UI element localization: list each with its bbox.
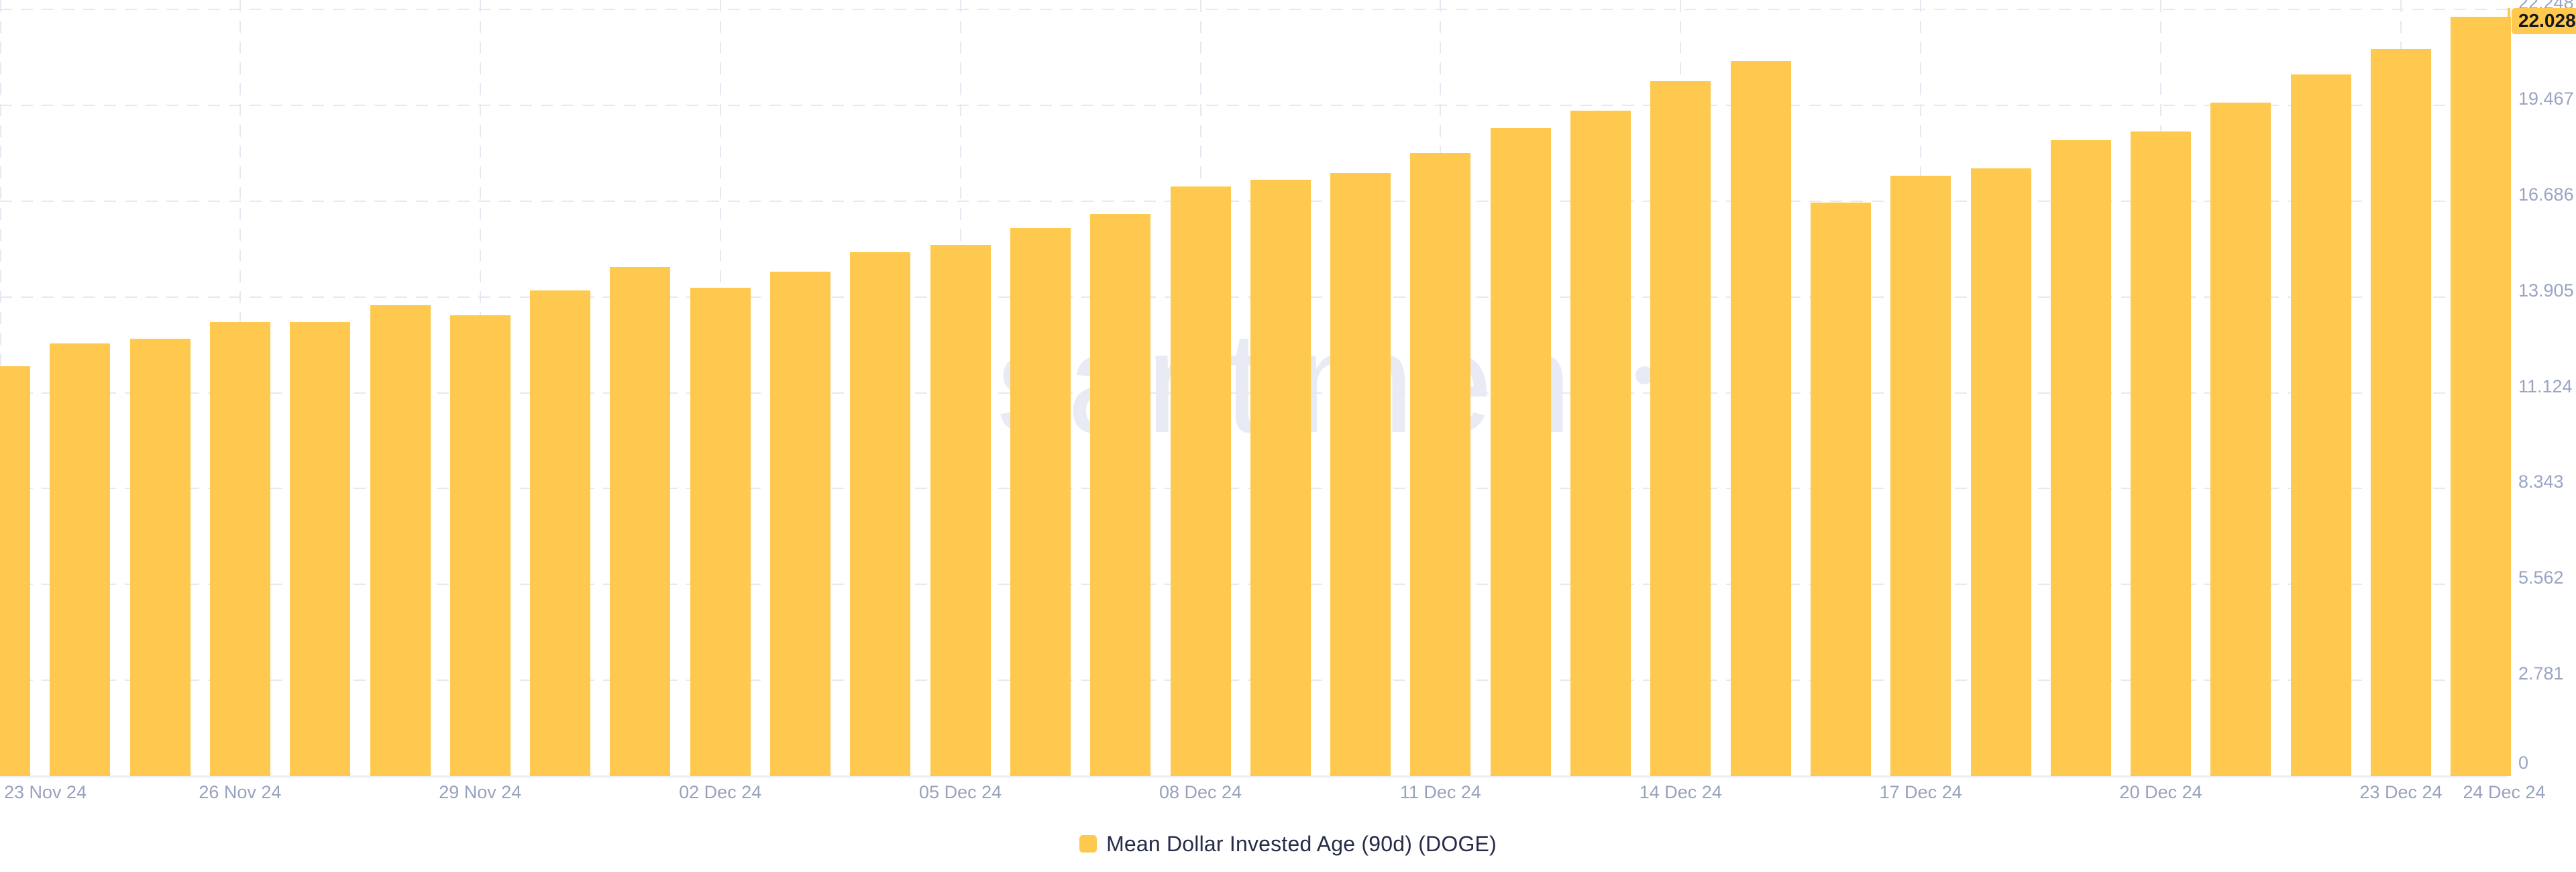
bar-2024-11-23[interactable] (0, 366, 30, 776)
bar-2024-12-14[interactable] (1650, 80, 1711, 776)
bar-2024-12-15[interactable] (1730, 61, 1791, 776)
x-tick-26-Nov-24: 26 Nov 24 (199, 782, 282, 802)
bar-2024-12-03[interactable] (770, 271, 830, 776)
h-gridline-22.248 (0, 9, 2508, 10)
right-axis-line (2508, 8, 2510, 776)
x-tick-08-Dec-24: 08 Dec 24 (1159, 782, 1242, 802)
y-tick-5.562: 5.562 (2518, 567, 2564, 588)
x-tick-17-Dec-24: 17 Dec 24 (1879, 782, 1962, 802)
y-tick-13.905: 13.905 (2518, 280, 2574, 301)
bar-2024-12-09[interactable] (1250, 180, 1311, 776)
bar-2024-12-20[interactable] (2131, 131, 2192, 776)
bar-2024-12-23[interactable] (2371, 49, 2431, 776)
bar-2024-12-17[interactable] (1890, 175, 1951, 776)
bar-2024-11-30[interactable] (530, 290, 591, 776)
bar-2024-12-18[interactable] (1970, 168, 2031, 776)
x-tick-11-Dec-24: 11 Dec 24 (1399, 782, 1481, 802)
bar-2024-11-28[interactable] (370, 305, 431, 776)
x-tick-23-Dec-24: 23 Dec 24 (2359, 782, 2443, 802)
legend-swatch (1079, 835, 1097, 853)
latest-value-badge: 22.028 (2512, 8, 2576, 34)
x-tick-20-Dec-24: 20 Dec 24 (2119, 782, 2202, 802)
bar-2024-12-11[interactable] (1410, 152, 1471, 776)
x-tick-14-Dec-24: 14 Dec 24 (1639, 782, 1722, 802)
y-tick-8.343: 8.343 (2518, 472, 2564, 492)
bar-2024-12-19[interactable] (2050, 140, 2111, 776)
bar-2024-12-08[interactable] (1170, 186, 1231, 776)
x-tick-29-Nov-24: 29 Nov 24 (439, 782, 522, 802)
bar-2024-12-04[interactable] (850, 252, 911, 776)
bar-2024-11-29[interactable] (449, 315, 511, 776)
bar-2024-11-27[interactable] (290, 322, 351, 776)
bar-2024-12-06[interactable] (1010, 227, 1071, 776)
bar-2024-12-02[interactable] (690, 288, 751, 776)
chart-legend[interactable]: Mean Dollar Invested Age (90d) (DOGE) (0, 829, 2576, 859)
bar-2024-11-25[interactable] (129, 339, 191, 776)
bar-2024-12-10[interactable] (1330, 172, 1391, 776)
bar-2024-12-24[interactable] (2451, 17, 2512, 776)
legend-label: Mean Dollar Invested Age (90d) (DOGE) (1106, 831, 1497, 856)
x-tick-02-Dec-24: 02 Dec 24 (679, 782, 762, 802)
bar-2024-11-24[interactable] (50, 343, 111, 776)
y-tick-11.124: 11.124 (2518, 376, 2573, 396)
bar-2024-12-22[interactable] (2290, 74, 2351, 776)
bar-2024-11-26[interactable] (209, 322, 270, 776)
bar-2024-12-07[interactable] (1090, 213, 1151, 776)
y-tick-19.467: 19.467 (2518, 88, 2574, 109)
bar-2024-12-21[interactable] (2210, 103, 2271, 776)
h-gridline-19.467 (0, 104, 2508, 106)
bar-2024-12-12[interactable] (1490, 127, 1551, 776)
bar-2024-12-16[interactable] (1810, 203, 1871, 776)
x-tick-05-Dec-24: 05 Dec 24 (919, 782, 1002, 802)
bar-2024-12-01[interactable] (610, 266, 671, 776)
y-tick-2.781: 2.781 (2518, 663, 2564, 684)
x-tick-24-Dec-24: 24 Dec 24 (2463, 782, 2546, 802)
bar-2024-12-05[interactable] (930, 244, 991, 776)
y-tick-0: 0 (2518, 753, 2529, 773)
x-tick-23-Nov-24: 23 Nov 24 (4, 782, 87, 802)
x-axis-baseline (0, 775, 2508, 777)
y-tick-16.686: 16.686 (2518, 184, 2574, 205)
bar-2024-12-13[interactable] (1570, 110, 1631, 776)
